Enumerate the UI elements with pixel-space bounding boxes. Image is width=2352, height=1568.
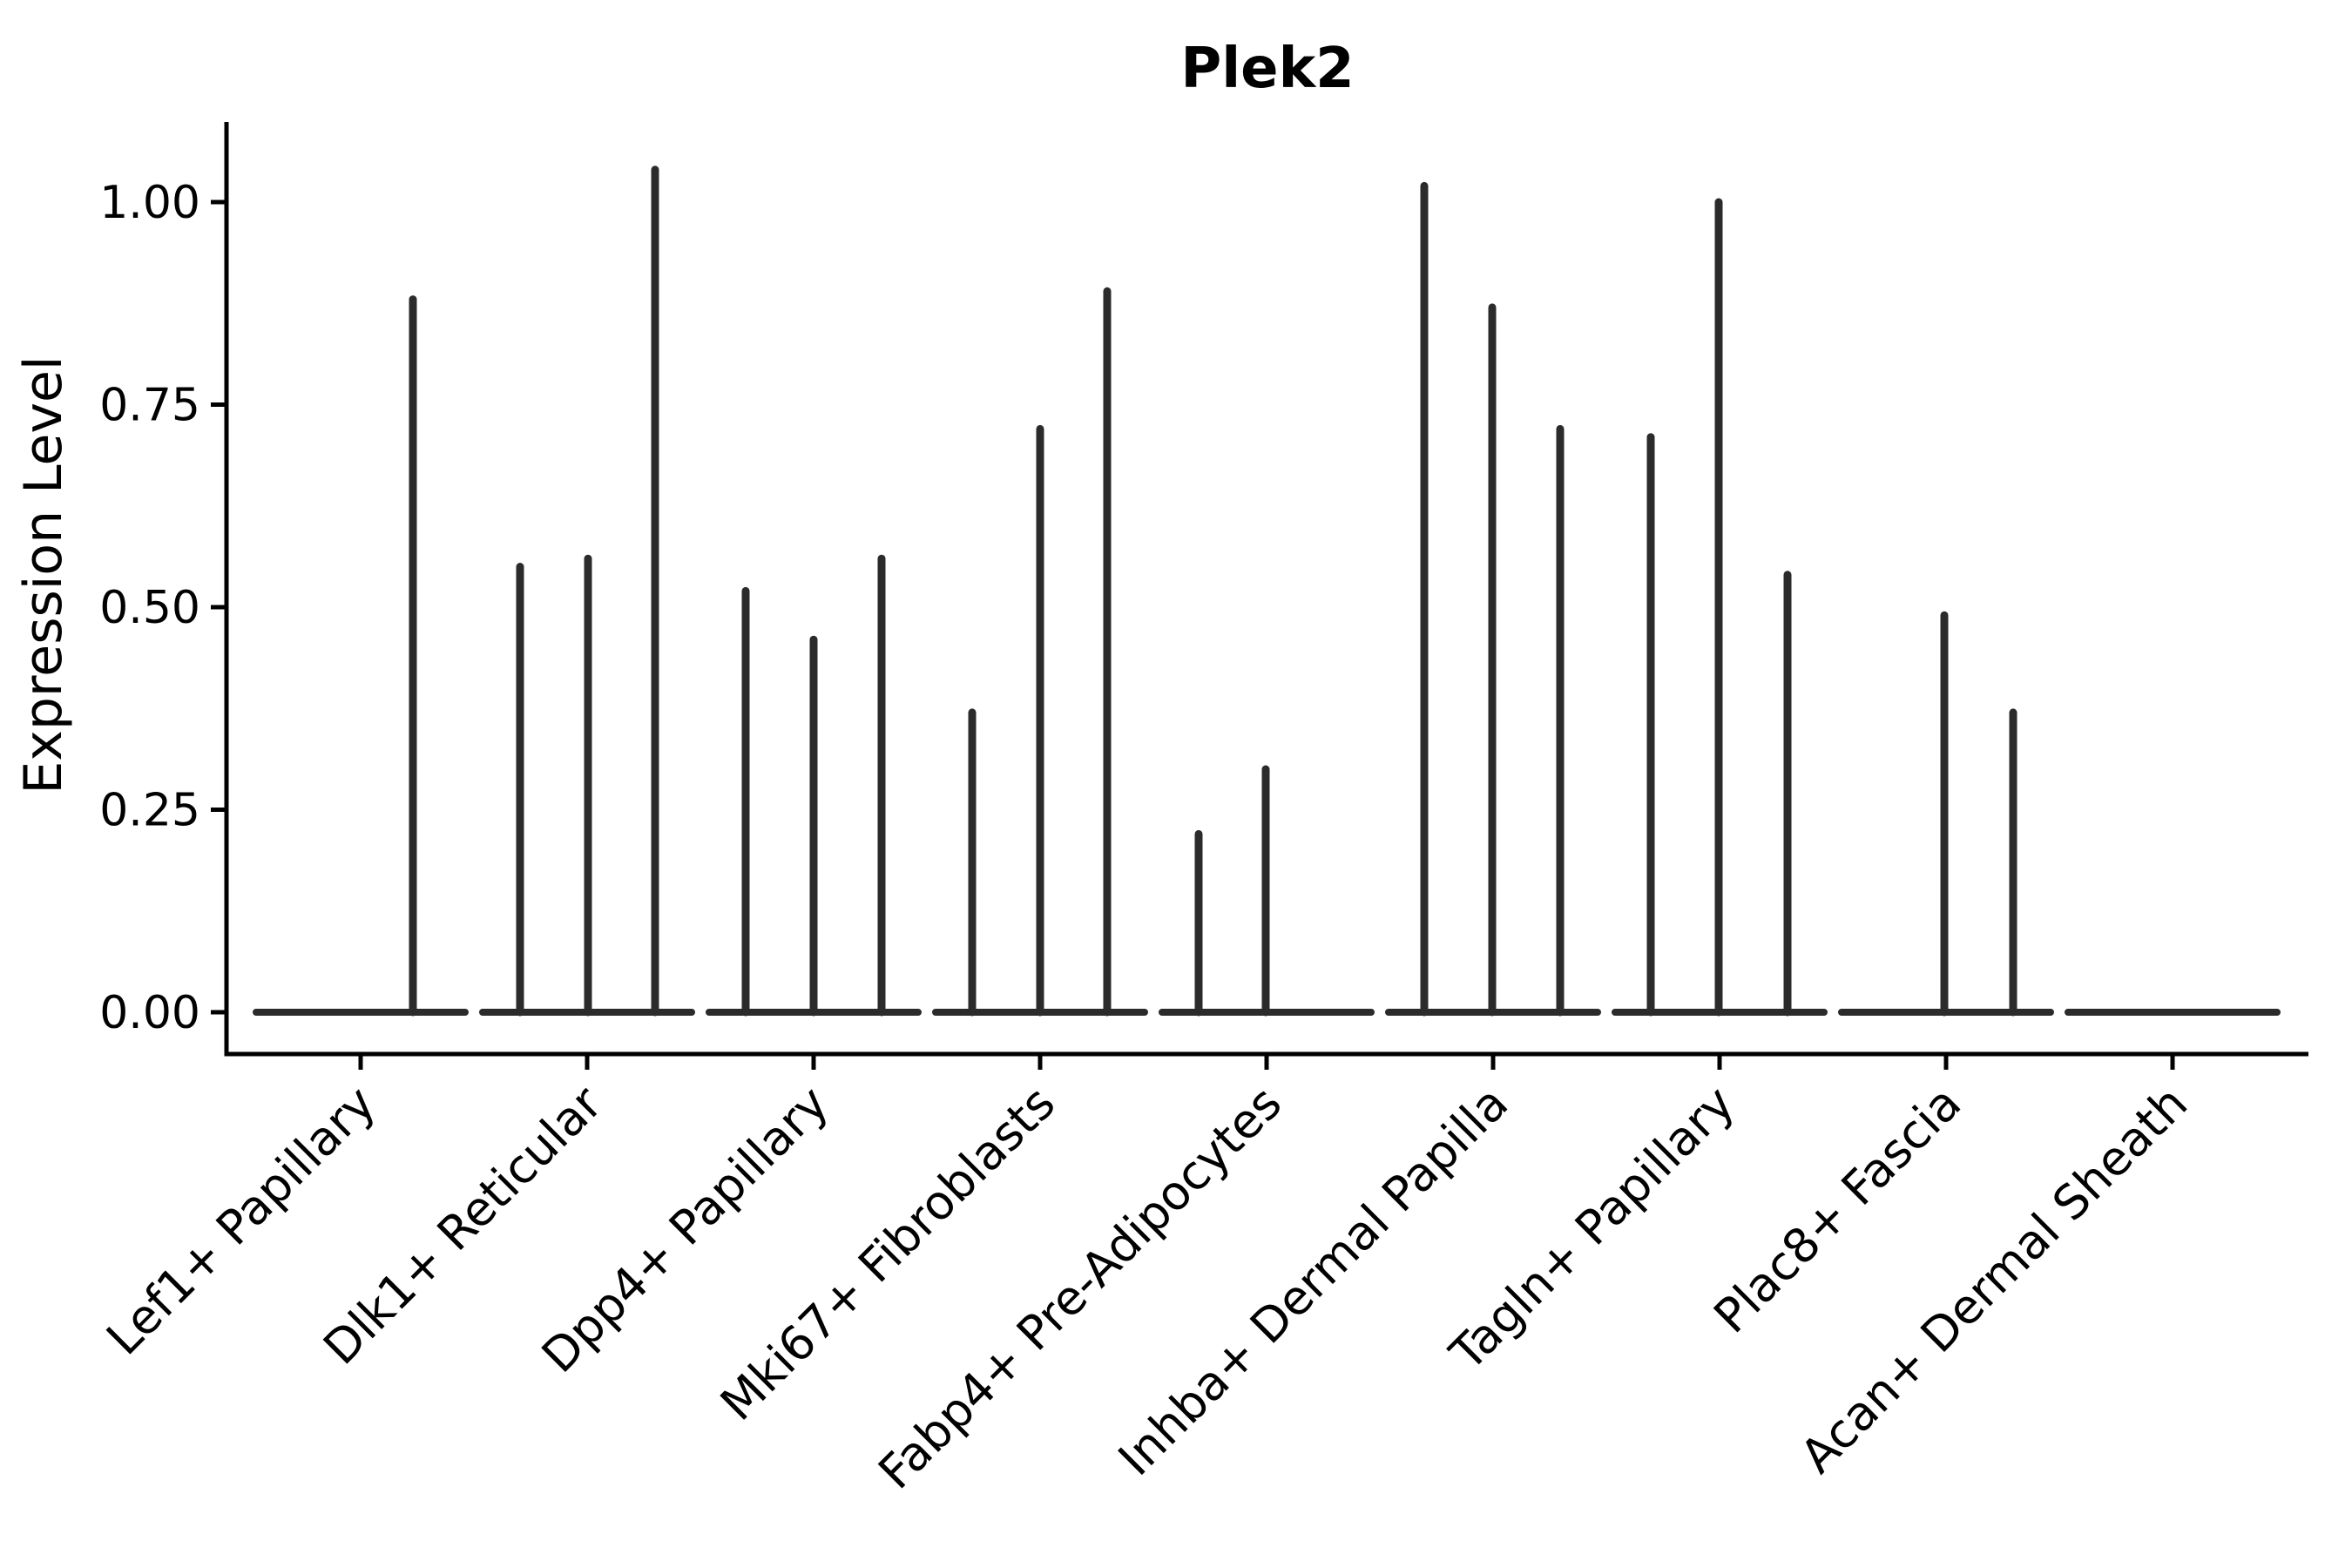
y-tick-label: 1.00: [99, 177, 200, 229]
violin-group: [706, 554, 922, 1017]
y-tick-label: 0.00: [99, 987, 200, 1039]
violin-group-container: [253, 166, 2281, 1017]
violin-group: [479, 166, 695, 1017]
y-tick-label: 0.50: [99, 582, 200, 634]
y-tick-label: 0.75: [99, 380, 200, 432]
x-tick-label: Acan+ Dermal Sheath: [1790, 1076, 2198, 1484]
y-axis-label: Expression Level: [13, 355, 74, 794]
y-tick-label: 0.25: [99, 785, 200, 837]
violin-group: [1838, 611, 2054, 1017]
x-tick-label: Inhba+ Dermal Papilla: [1108, 1076, 1518, 1486]
violin-group: [1385, 181, 1601, 1017]
chart-title: Plek2: [1180, 37, 1354, 101]
violin-group: [932, 287, 1148, 1017]
violin-group: [1159, 765, 1375, 1017]
violin-group: [1612, 198, 1828, 1017]
x-tick-label: Fabp4+ Pre-Adipocytes: [868, 1076, 1292, 1500]
violin-group: [253, 295, 469, 1017]
